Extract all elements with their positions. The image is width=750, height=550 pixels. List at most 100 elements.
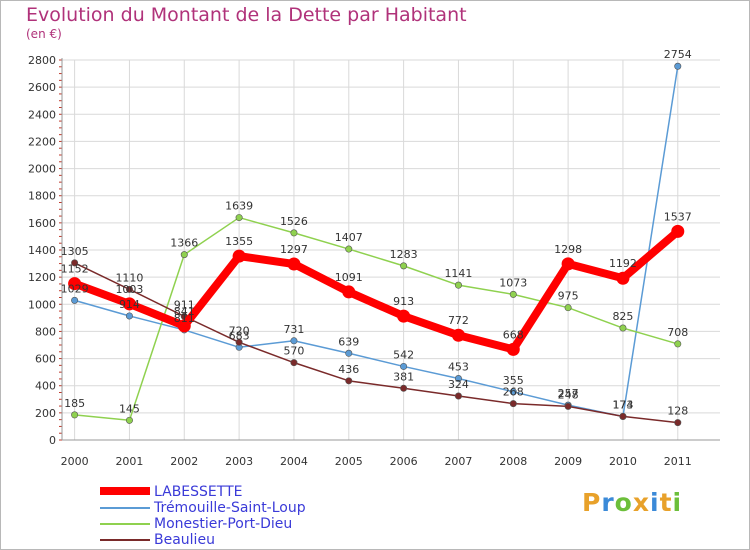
data-label-3: 174	[612, 398, 633, 411]
data-label-0: 1091	[335, 271, 363, 284]
grid-layer	[62, 59, 720, 441]
data-point-0	[451, 328, 465, 342]
chart-title: Evolution du Montant de la Dette par Hab…	[26, 4, 467, 26]
data-label-1: 173	[612, 399, 633, 412]
data-label-1: 1029	[61, 282, 89, 295]
data-point-1	[345, 349, 353, 357]
data-point-1	[454, 375, 462, 383]
data-point-1	[71, 296, 79, 304]
data-point-2	[71, 411, 79, 419]
data-point-0	[506, 342, 520, 356]
data-label-0: 841	[174, 305, 195, 318]
y-tick-label: 1800	[28, 190, 56, 203]
data-point-0	[68, 277, 82, 291]
data-point-0	[561, 257, 575, 271]
data-label-1: 811	[174, 312, 195, 325]
data-point-3	[564, 402, 572, 410]
data-label-3: 324	[448, 378, 469, 391]
y-tick-label: 2000	[28, 163, 56, 176]
data-point-1	[400, 362, 408, 370]
logo-letter: i	[672, 488, 683, 517]
x-tick-label: 2009	[554, 455, 582, 468]
series-line-1	[73, 65, 679, 418]
legend-label-beaulieu: Beaulieu	[154, 532, 215, 548]
data-label-1: 639	[338, 335, 359, 348]
data-label-2: 1639	[225, 200, 253, 213]
data-label-1: 731	[283, 323, 304, 336]
legend-swatch-monestier-port-dieu	[100, 523, 150, 525]
data-point-3	[125, 285, 133, 293]
data-label-1: 257	[558, 387, 579, 400]
data-point-0	[616, 271, 630, 285]
x-tick-label: 2004	[280, 455, 308, 468]
data-label-3: 436	[338, 363, 359, 376]
data-point-3	[290, 359, 298, 367]
y-tick-label: 800	[35, 325, 56, 338]
data-point-1	[509, 388, 517, 396]
data-label-2: 185	[64, 397, 85, 410]
logo-letter: r	[601, 488, 615, 517]
data-label-0: 1192	[609, 257, 637, 270]
data-label-0: 1003	[115, 283, 143, 296]
data-point-2	[125, 416, 133, 424]
data-point-2	[290, 229, 298, 237]
series-layer	[68, 62, 685, 427]
data-label-2: 825	[612, 310, 633, 323]
data-point-2	[674, 340, 682, 348]
data-label-1: 453	[448, 361, 469, 374]
data-label-3: 911	[174, 298, 195, 311]
data-label-0: 1298	[554, 243, 582, 256]
data-label-3: 570	[283, 345, 304, 358]
legend-swatch-tremouille-saint-loup	[100, 507, 150, 509]
data-label-2: 975	[558, 290, 579, 303]
data-label-0: 1152	[61, 263, 89, 276]
label-layer: 1029 914 811 683 731 639 542 453 355 257 173 2754 18…	[61, 48, 692, 417]
legend-label-labessette: LABESSETTE	[154, 484, 243, 500]
series-line-0	[70, 227, 682, 354]
y-tick-label: 2600	[28, 81, 56, 94]
data-point-2	[564, 304, 572, 312]
data-label-0: 1537	[664, 210, 692, 223]
data-label-2: 1407	[335, 231, 363, 244]
legend-label-tremouille-saint-loup: Trémouille-Saint-Loup	[154, 500, 306, 516]
data-point-0	[232, 249, 246, 263]
data-point-3	[509, 400, 517, 408]
x-tick-label: 2003	[225, 455, 253, 468]
x-tick-label: 2005	[335, 455, 363, 468]
data-label-0: 1355	[225, 235, 253, 248]
data-point-3	[674, 419, 682, 427]
data-label-2: 1366	[170, 237, 198, 250]
data-label-1: 914	[119, 298, 140, 311]
data-point-2	[509, 290, 517, 298]
y-tick-label: 1000	[28, 298, 56, 311]
series-line-2	[73, 216, 679, 422]
x-tick-label: 2002	[170, 455, 198, 468]
y-tick-label: 200	[35, 407, 56, 420]
data-point-0	[342, 285, 356, 299]
data-point-0	[287, 257, 301, 271]
data-label-0: 913	[393, 295, 414, 308]
y-tick-label: 2800	[28, 54, 56, 67]
logo-letter: x	[632, 488, 650, 517]
logo-letter: i	[650, 488, 660, 517]
data-point-3	[345, 377, 353, 385]
data-label-3: 1110	[115, 271, 143, 284]
y-tick-label: 400	[35, 380, 56, 393]
data-point-0	[177, 319, 191, 333]
data-point-1	[125, 312, 133, 320]
legend-swatch-beaulieu	[100, 539, 150, 541]
data-point-0	[671, 224, 685, 238]
data-label-1: 542	[393, 348, 414, 361]
data-label-0: 668	[503, 328, 524, 341]
y-tick-label: 0	[49, 434, 56, 447]
y-tick-label: 2400	[28, 108, 56, 121]
data-label-0: 1297	[280, 243, 308, 256]
data-point-3	[454, 392, 462, 400]
x-tick-label: 2001	[115, 455, 143, 468]
data-label-3: 128	[667, 405, 688, 418]
data-point-0	[122, 297, 136, 311]
y-tick-label: 1200	[28, 271, 56, 284]
data-point-1	[290, 337, 298, 345]
data-label-0: 772	[448, 314, 469, 327]
